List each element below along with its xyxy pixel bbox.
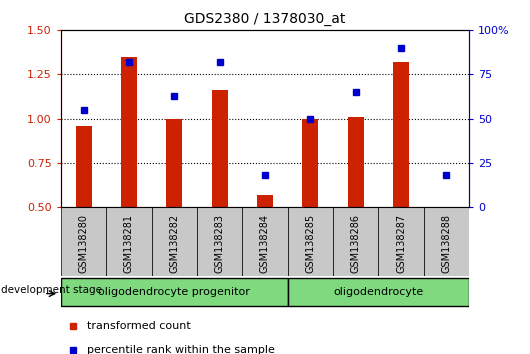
Bar bbox=[76, 126, 92, 207]
Text: development stage: development stage bbox=[1, 285, 102, 296]
Bar bbox=[197, 207, 242, 276]
Text: GSM138285: GSM138285 bbox=[305, 214, 315, 273]
Text: GSM138284: GSM138284 bbox=[260, 214, 270, 273]
Bar bbox=[393, 62, 409, 207]
Bar bbox=[152, 207, 197, 276]
Text: GSM138280: GSM138280 bbox=[78, 214, 89, 273]
Bar bbox=[166, 119, 182, 207]
Bar bbox=[107, 207, 152, 276]
Bar bbox=[61, 207, 107, 276]
Bar bbox=[257, 195, 273, 207]
Bar bbox=[333, 207, 378, 276]
Text: oligodendrocyte progenitor: oligodendrocyte progenitor bbox=[99, 287, 250, 297]
Text: GSM138282: GSM138282 bbox=[169, 214, 179, 273]
Bar bbox=[288, 278, 469, 307]
Text: GSM138286: GSM138286 bbox=[351, 214, 361, 273]
Bar bbox=[211, 90, 227, 207]
Bar bbox=[242, 207, 288, 276]
Text: GSM138281: GSM138281 bbox=[124, 214, 134, 273]
Bar bbox=[303, 119, 319, 207]
Bar bbox=[378, 207, 423, 276]
Bar bbox=[288, 207, 333, 276]
Bar bbox=[348, 117, 364, 207]
Bar bbox=[121, 57, 137, 207]
Text: GSM138287: GSM138287 bbox=[396, 214, 406, 273]
Text: GSM138283: GSM138283 bbox=[215, 214, 225, 273]
Text: transformed count: transformed count bbox=[87, 321, 191, 331]
Bar bbox=[61, 278, 288, 307]
Text: percentile rank within the sample: percentile rank within the sample bbox=[87, 345, 276, 354]
Bar bbox=[423, 207, 469, 276]
Title: GDS2380 / 1378030_at: GDS2380 / 1378030_at bbox=[184, 12, 346, 26]
Text: oligodendrocyte: oligodendrocyte bbox=[333, 287, 423, 297]
Text: GSM138288: GSM138288 bbox=[441, 214, 452, 273]
